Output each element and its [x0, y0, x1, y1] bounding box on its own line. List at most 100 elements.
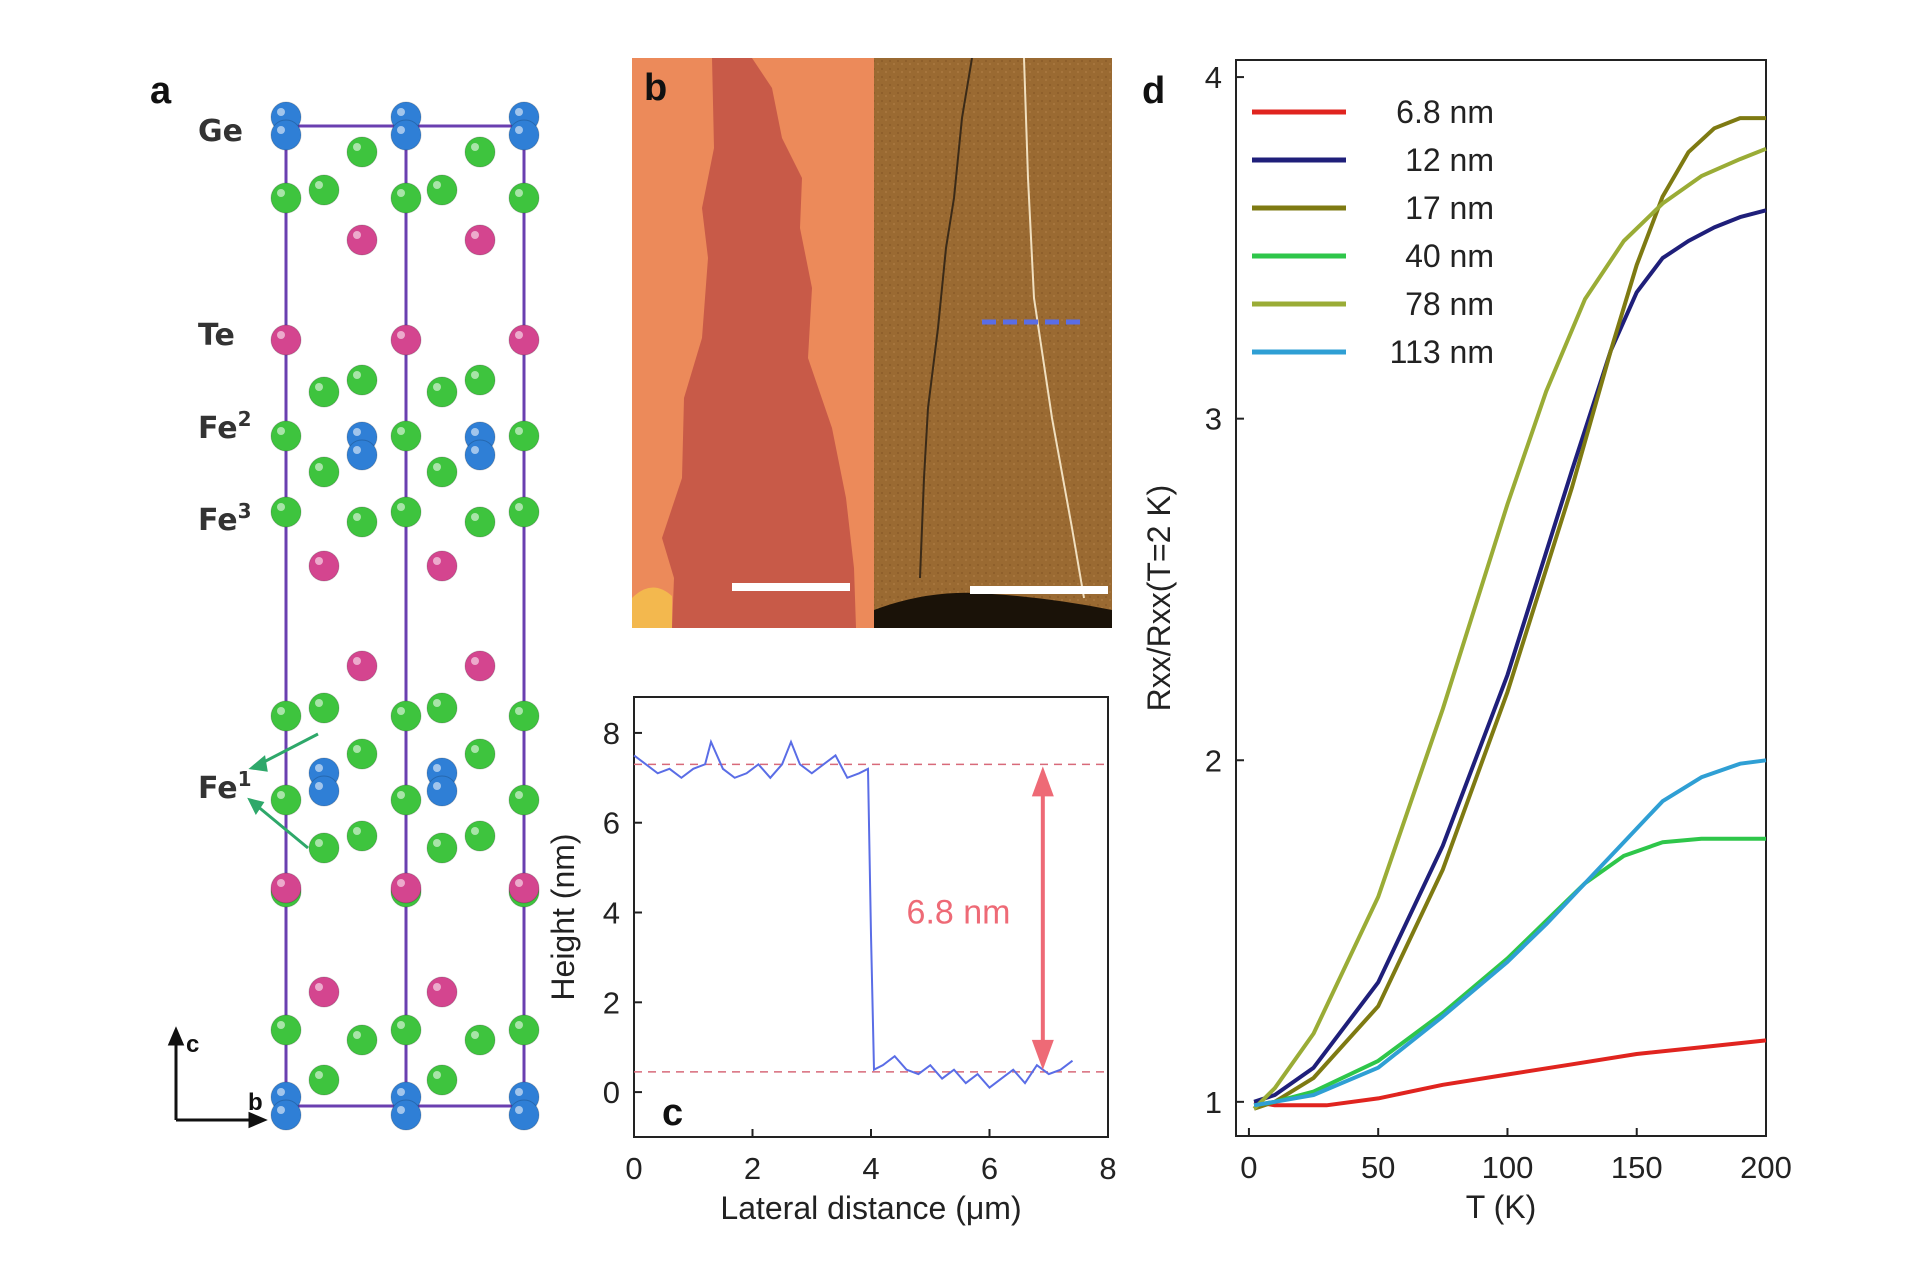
ge-atom-highlight — [471, 446, 479, 454]
fe-atom — [508, 784, 540, 816]
fe-atom — [426, 1064, 458, 1096]
ge-atom-highlight — [353, 428, 361, 436]
flake-region — [662, 58, 856, 628]
te-atom-highlight — [353, 657, 361, 665]
fe-atom-highlight — [397, 427, 405, 435]
fe-atom-highlight — [397, 707, 405, 715]
ge-atom — [426, 775, 458, 807]
ge-atom — [390, 1099, 422, 1131]
fe-atom — [308, 456, 340, 488]
fe-atom — [270, 700, 302, 732]
fe1-pointer-arrows — [247, 732, 319, 850]
label-fe1: Fe1 — [198, 767, 252, 806]
ge-atom-highlight — [515, 1106, 523, 1114]
afm-image — [874, 58, 1112, 628]
fe-atom — [464, 506, 496, 538]
fe-atom — [426, 376, 458, 408]
fe-atom — [464, 738, 496, 770]
fe-atom — [346, 820, 378, 852]
ge-atom-highlight — [315, 764, 323, 772]
fe-atom-highlight — [433, 839, 441, 847]
te-atom — [426, 550, 458, 582]
scale-bar-optical — [732, 583, 850, 591]
label-te: Te — [198, 318, 235, 353]
fe-atom-highlight — [515, 707, 523, 715]
ge-atom-highlight — [397, 126, 405, 134]
ge-atom-highlight — [353, 446, 361, 454]
te-atom-highlight — [471, 657, 479, 665]
te-atom — [508, 324, 540, 356]
ge-atom-highlight — [277, 1106, 285, 1114]
ge-atom — [508, 1099, 540, 1131]
fe-atom-highlight — [433, 383, 441, 391]
fe-atom-highlight — [315, 463, 323, 471]
unit-cell-frame — [284, 124, 526, 1108]
fe-atom-highlight — [315, 839, 323, 847]
fe-atom — [270, 496, 302, 528]
te-atom-highlight — [433, 557, 441, 565]
fe-atom-highlight — [315, 383, 323, 391]
fe-atom — [308, 832, 340, 864]
panel-label-d: d — [1142, 70, 1166, 112]
axis-label-b: b — [248, 1089, 263, 1116]
ge-atom-highlight — [277, 126, 285, 134]
ge-atom — [508, 119, 540, 151]
fe-atom-highlight — [277, 503, 285, 511]
te-atom — [346, 224, 378, 256]
ge-atom — [270, 119, 302, 151]
te-atom — [426, 976, 458, 1008]
fe-atom — [346, 364, 378, 396]
label-fe3: Fe3 — [198, 499, 252, 538]
fe-atom-highlight — [315, 181, 323, 189]
te-atom — [308, 550, 340, 582]
fe-atom-highlight — [515, 189, 523, 197]
fe-atom-highlight — [353, 745, 361, 753]
ge-atom-highlight — [471, 428, 479, 436]
label-ge: Ge — [198, 114, 243, 149]
te-atom-highlight — [315, 983, 323, 991]
ge-atom-highlight — [397, 108, 405, 116]
te-atom-highlight — [397, 331, 405, 339]
te-atom — [270, 872, 302, 904]
ge-atom-highlight — [397, 1088, 405, 1096]
te-atom — [308, 976, 340, 1008]
fe-atom — [346, 136, 378, 168]
fe-atom — [308, 1064, 340, 1096]
fe-atom — [464, 364, 496, 396]
fe-atom-highlight — [397, 503, 405, 511]
te-atom-highlight — [433, 983, 441, 991]
fe-atom — [464, 820, 496, 852]
fe-atom-highlight — [471, 513, 479, 521]
panel-label-b: b — [644, 67, 667, 109]
fe-atom-highlight — [277, 707, 285, 715]
fe-atom-highlight — [433, 181, 441, 189]
te-atom-highlight — [277, 331, 285, 339]
fe-atom-highlight — [433, 463, 441, 471]
fe-atom-highlight — [315, 699, 323, 707]
atom-labels: Ge Te Fe2 Fe3 Fe1 — [198, 114, 252, 806]
fe-atom-highlight — [277, 189, 285, 197]
fe-atom — [508, 1014, 540, 1046]
te-atom-highlight — [471, 231, 479, 239]
fe-atom-highlight — [515, 427, 523, 435]
fe-atom-highlight — [515, 1021, 523, 1029]
fe-atom — [308, 376, 340, 408]
fe-atom — [390, 420, 422, 452]
fe-atom-highlight — [397, 189, 405, 197]
fe-atom-highlight — [471, 827, 479, 835]
label-fe2: Fe2 — [198, 407, 252, 446]
te-atom-highlight — [515, 331, 523, 339]
te-atom — [390, 872, 422, 904]
fe-atom-highlight — [353, 371, 361, 379]
te-atom — [464, 650, 496, 682]
ge-atom — [270, 1099, 302, 1131]
te-atom — [390, 324, 422, 356]
te-atom-highlight — [515, 879, 523, 887]
fe-atom-highlight — [471, 143, 479, 151]
ge-atom-highlight — [433, 764, 441, 772]
fe-atom — [390, 1014, 422, 1046]
fe-atom — [308, 174, 340, 206]
afm-step-edge — [919, 58, 973, 579]
fe-atom — [270, 182, 302, 214]
